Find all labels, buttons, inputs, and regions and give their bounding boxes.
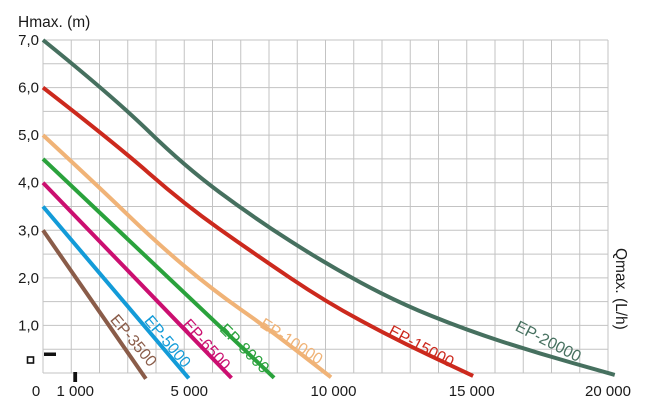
x-tick-label-20000: 20 000 <box>585 383 631 400</box>
curve-EP-20000 <box>41 38 616 377</box>
y-tick-label-3-0: 3,0 <box>18 222 39 239</box>
y-tick-label-1-0: 1,0 <box>18 317 39 334</box>
curves <box>41 38 616 380</box>
stray-square-mark <box>26 356 35 364</box>
curve-EP-10000 <box>41 133 333 379</box>
curve-EP-15000 <box>41 85 474 378</box>
x-tick-label-1000: 1 000 <box>56 383 94 400</box>
y-axis-half-unit-tick <box>44 352 56 356</box>
x-tick-label-0: 0 <box>32 383 40 400</box>
x-tick-label-5000: 5 000 <box>170 383 208 400</box>
x-tick-label-15000: 15 000 <box>449 383 495 400</box>
x-axis-tick-1000 <box>73 372 78 382</box>
y-axis-title: Hmax. (m) <box>18 14 90 31</box>
x-tick-label-10000: 10 000 <box>311 383 357 400</box>
y-tick-label-6-0: 6,0 <box>18 80 39 97</box>
curve-EP-8000 <box>41 157 276 380</box>
y-tick-label-5-0: 5,0 <box>18 127 39 144</box>
curve-EP-3500 <box>41 229 148 380</box>
x-axis-title: Qmax. (L/h) <box>612 248 629 330</box>
curve-EP-6500 <box>41 181 233 380</box>
axis-tick-labels: 0 1 000 5 000 10 000 15 000 20 000 7,0 6,0 5,0 4,… <box>18 32 631 400</box>
y-tick-label-2-0: 2,0 <box>18 270 39 287</box>
curve-label-EP-15000: EP-15000 <box>386 323 457 371</box>
y-tick-label-7-0: 7,0 <box>18 32 39 49</box>
y-tick-label-4-0: 4,0 <box>18 175 39 192</box>
curve-EP-5000 <box>41 205 191 380</box>
